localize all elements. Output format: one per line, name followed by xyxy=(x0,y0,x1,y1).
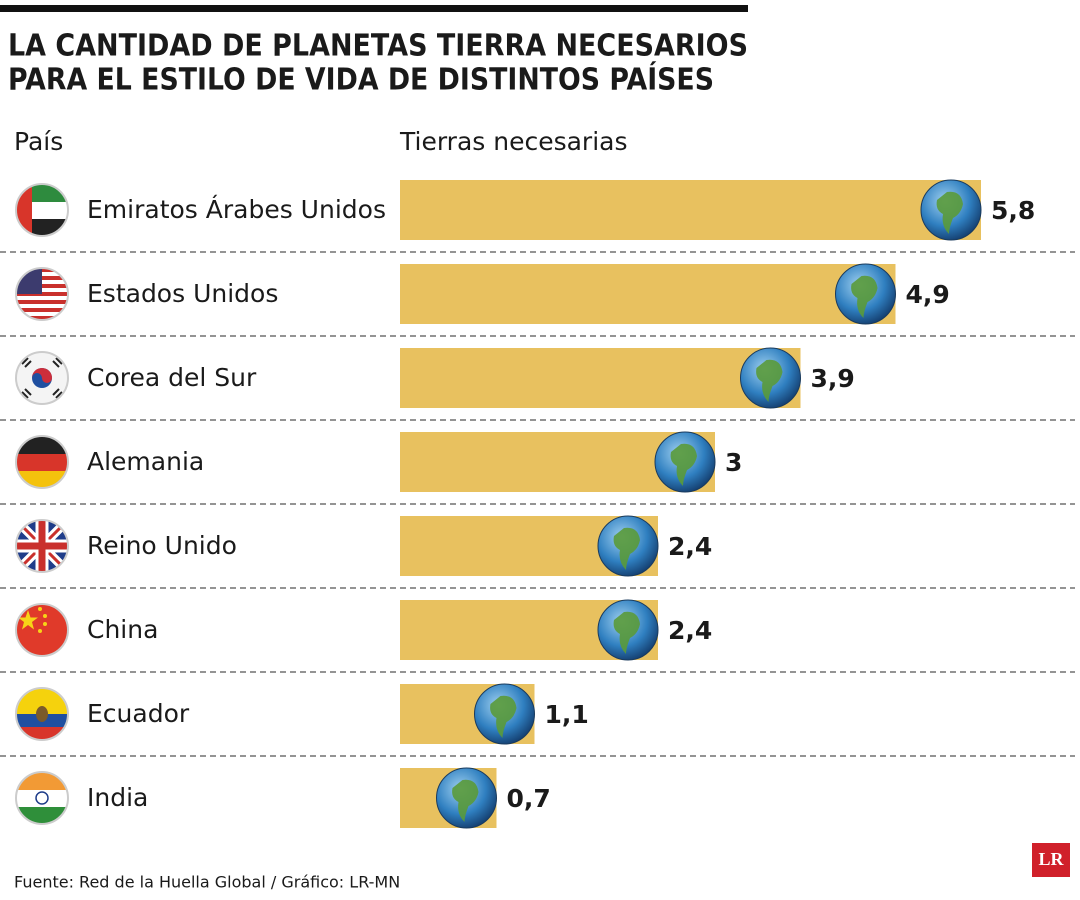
logo: LR xyxy=(1038,849,1064,869)
top-rule xyxy=(0,5,748,12)
logo-box xyxy=(1032,843,1070,877)
bar xyxy=(400,264,896,324)
value-label: 5,8 xyxy=(991,196,1035,225)
column-header: País xyxy=(14,127,63,156)
value-label: 3 xyxy=(725,448,742,477)
globe-land xyxy=(613,527,640,570)
source: Fuente: Red de la Huella Global / Gráfic… xyxy=(14,873,400,892)
globe-land xyxy=(452,779,479,822)
category-label: Corea del Sur xyxy=(87,363,257,392)
value-label: 3,9 xyxy=(811,364,855,393)
globe-land xyxy=(936,191,963,234)
category-label: India xyxy=(87,783,148,812)
category-label: China xyxy=(87,615,158,644)
globe-land xyxy=(613,611,640,654)
category-label: Alemania xyxy=(87,447,204,476)
value-label: 1,1 xyxy=(545,700,589,729)
globe-land xyxy=(670,443,697,486)
chart-title: PARA EL ESTILO DE VIDA DE DISTINTOS PAÍS… xyxy=(8,62,714,98)
globe-land xyxy=(756,359,783,402)
chart-title: LA CANTIDAD DE PLANETAS TIERRA NECESARIO… xyxy=(8,29,748,64)
column-header: Tierras necesarias xyxy=(399,127,628,156)
bar xyxy=(400,180,981,240)
globe-land xyxy=(490,695,517,738)
category-label: Estados Unidos xyxy=(87,279,278,308)
flags xyxy=(15,183,69,825)
globe-land xyxy=(851,275,878,318)
value-label: 4,9 xyxy=(906,280,950,309)
category-label: Ecuador xyxy=(87,699,190,728)
value-label: 2,4 xyxy=(668,616,712,645)
value-label: 2,4 xyxy=(668,532,712,561)
bar xyxy=(400,348,801,408)
category-label: Reino Unido xyxy=(87,531,237,560)
category-label: Emiratos Árabes Unidos xyxy=(87,195,386,224)
value-label: 0,7 xyxy=(507,784,551,813)
